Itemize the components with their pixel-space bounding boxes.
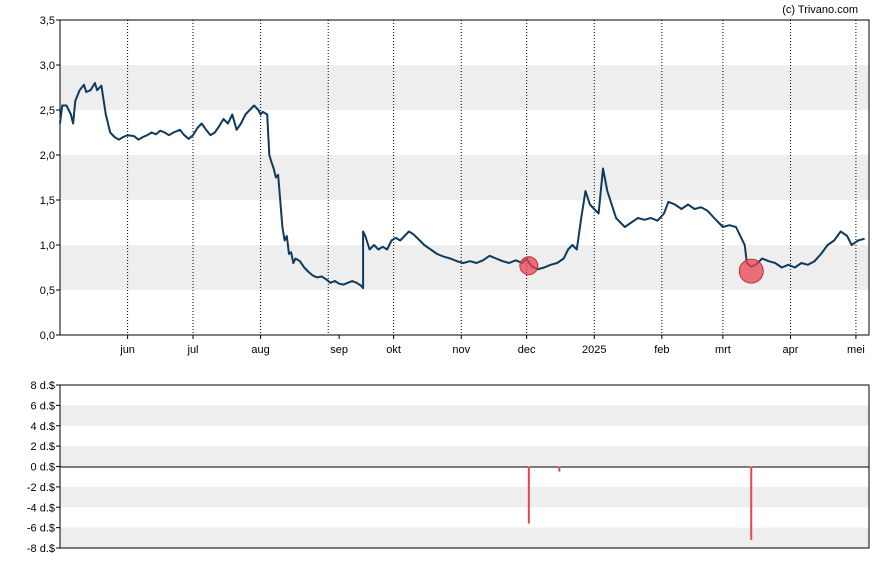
price-markers — [519, 256, 764, 284]
dividend-band — [60, 405, 869, 426]
price-y-axis: 0,0 0,5 1,0 1,5 2,0 2,5 3,0 3,5 — [40, 15, 60, 342]
dividend-ytick-label: 0 d.$ — [31, 462, 55, 474]
xtick-label: feb — [654, 344, 669, 356]
dividend-ytick-label: -2 d.$ — [27, 482, 55, 494]
price-ytick-label: 3,5 — [40, 15, 55, 27]
price-band — [60, 65, 869, 110]
xtick-label: mei — [847, 344, 865, 356]
dividend-panel-bands — [60, 405, 869, 548]
dividend-band — [60, 486, 869, 508]
price-band — [60, 155, 869, 200]
dividend-bars — [527, 466, 753, 540]
dividend-band — [60, 527, 869, 548]
price-ytick-label: 0,5 — [40, 285, 55, 297]
xtick-label: jul — [187, 344, 199, 356]
dividend-ytick-label: 4 d.$ — [31, 421, 55, 433]
price-line — [59, 82, 865, 290]
dividend-ytick-label: 2 d.$ — [31, 441, 55, 453]
xtick-label: nov — [452, 344, 470, 356]
price-ytick-label: 1,5 — [40, 195, 55, 207]
credit-text: (c) Trivano.com — [782, 4, 858, 16]
xtick-label: jun — [119, 344, 135, 356]
dividend-ytick-label: -6 d.$ — [27, 523, 55, 535]
xtick-label: apr — [783, 344, 799, 356]
xtick-label: 2025 — [582, 344, 606, 356]
dividend-ytick-label: 8 d.$ — [31, 380, 55, 392]
xtick-label: sep — [330, 344, 348, 356]
dividend-y-axis: -8 d.$ -6 d.$ -4 d.$ -2 d.$ 0 d.$ 2 d.$ 4 d.$ 6… — [27, 380, 60, 555]
time-x-axis: jun jul aug sep okt nov dec 2025 feb mrt apr mei — [119, 335, 865, 356]
price-ytick-label: 1,0 — [40, 240, 55, 252]
dividend-marker — [519, 256, 539, 276]
xtick-label: aug — [251, 344, 269, 356]
price-panel-frame — [59, 19, 870, 336]
price-panel-bands — [60, 65, 869, 290]
price-ytick-label: 2,0 — [40, 150, 55, 162]
dividend-ytick-label: 6 d.$ — [31, 400, 55, 412]
xtick-label: okt — [386, 344, 401, 356]
dividend-band — [60, 446, 869, 467]
dividend-marker — [738, 258, 764, 284]
dividend-ytick-label: -4 d.$ — [27, 502, 55, 514]
xtick-label: mrt — [715, 344, 731, 356]
dividend-ytick-label: -8 d.$ — [27, 543, 55, 555]
price-ytick-label: 0,0 — [40, 330, 55, 342]
price-ytick-label: 3,0 — [40, 60, 55, 72]
price-band — [60, 245, 869, 290]
xtick-label: dec — [518, 344, 536, 356]
price-ytick-label: 2,5 — [40, 105, 55, 117]
